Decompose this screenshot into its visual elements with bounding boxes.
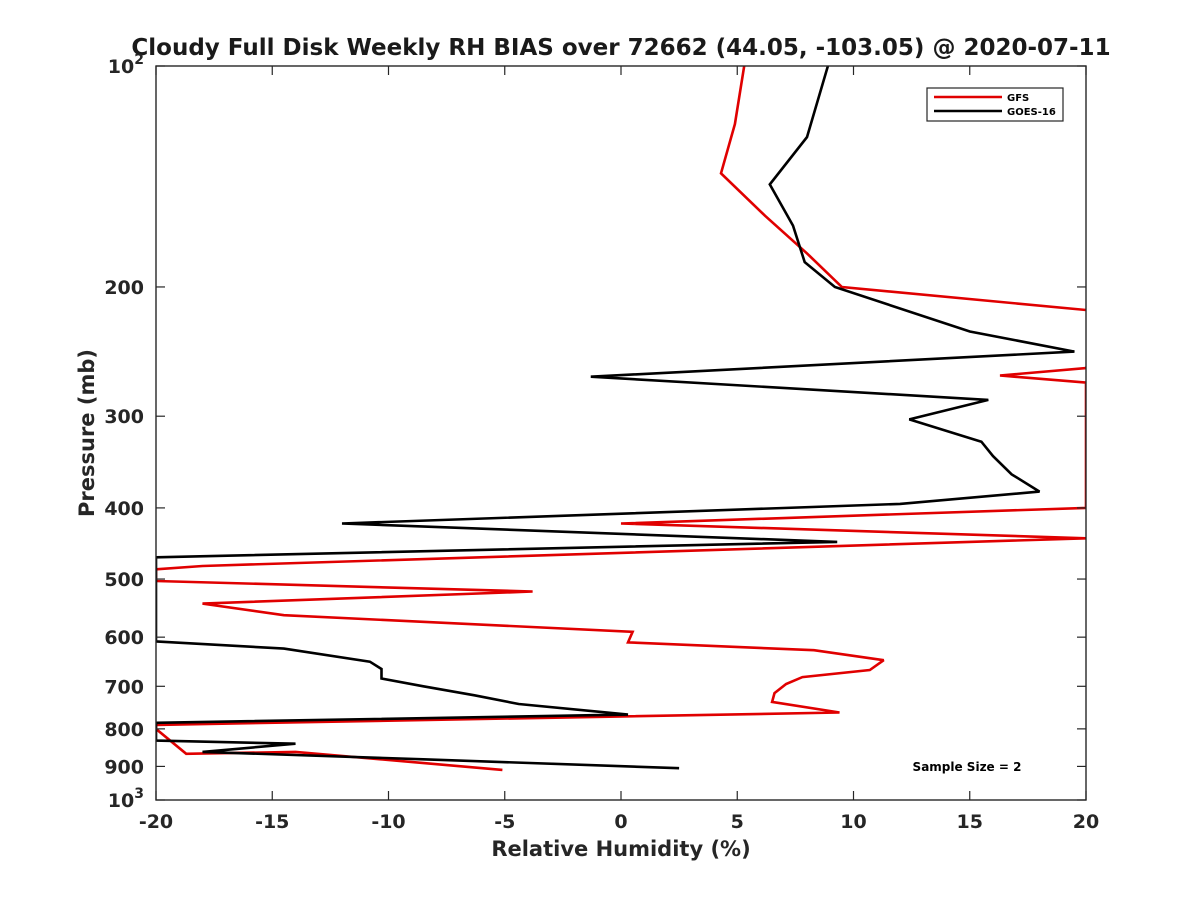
series-line-gfs	[156, 66, 1086, 772]
y-tick-label: 200	[104, 277, 144, 299]
x-tick-label: 15	[957, 811, 983, 833]
y-tick-label: 300	[104, 406, 144, 428]
x-tick-label: -20	[139, 811, 173, 833]
x-tick-label: 10	[840, 811, 866, 833]
y-tick-label: 900	[104, 756, 144, 778]
x-tick-label: -10	[371, 811, 405, 833]
legend: GFS GOES-16	[926, 87, 1064, 122]
y-tick-label: 400	[104, 498, 144, 520]
y-tick-label: 600	[104, 627, 144, 649]
x-tick-label: -15	[255, 811, 289, 833]
x-tick-label: 5	[731, 811, 744, 833]
plot-frame	[155, 65, 1087, 801]
y-axis: 102 200 300 400 500 600 700 800 900 103	[104, 52, 1086, 812]
legend-label-gfs: GFS	[1007, 93, 1029, 104]
chart-title: Cloudy Full Disk Weekly RH BIAS over 726…	[131, 35, 1110, 61]
y-tick-label: 103	[108, 786, 144, 812]
legend-box	[926, 87, 1064, 122]
y-axis-label: Pressure (mb)	[75, 349, 99, 517]
y-tick-label: 102	[108, 52, 144, 78]
x-tick-label: -5	[494, 811, 515, 833]
x-axis: -20 -15 -10 -5 0 5 10 15 20	[139, 66, 1099, 833]
sample-size-annotation: Sample Size = 2	[913, 760, 1022, 774]
series-line-goes16	[156, 66, 1075, 770]
x-tick-label: 20	[1073, 811, 1099, 833]
y-tick-label: 500	[104, 569, 144, 591]
x-tick-label: 0	[614, 811, 627, 833]
x-axis-label: Relative Humidity (%)	[491, 837, 750, 861]
series-layer	[156, 66, 1086, 772]
legend-label-goes16: GOES-16	[1007, 107, 1056, 118]
y-tick-label: 800	[104, 719, 144, 741]
y-tick-label: 700	[104, 676, 144, 698]
